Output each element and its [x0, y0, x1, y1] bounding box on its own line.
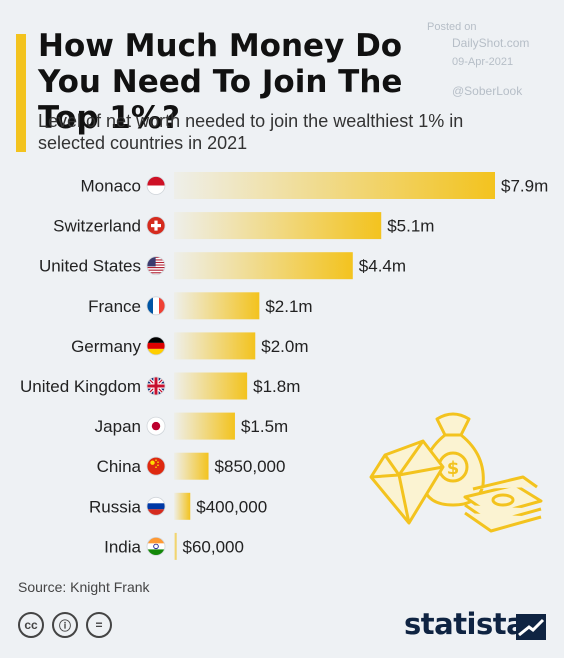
value-label: $2.1m — [265, 297, 312, 316]
page-title: How Much Money Do You Need To Join The T… — [38, 28, 403, 136]
watermark-handle: @SoberLook — [452, 84, 523, 98]
money-bag-icon: $ — [421, 412, 485, 507]
monaco-flag-icon — [146, 176, 166, 195]
watermark-site: DailyShot.com — [452, 36, 530, 50]
bar-china — [174, 452, 209, 480]
country-label: France — [88, 297, 141, 316]
page-subtitle: Level of net worth needed to join the we… — [38, 111, 464, 153]
uk-flag-icon — [146, 376, 166, 396]
country-label: Germany — [71, 337, 141, 356]
france-flag-icon — [146, 296, 166, 316]
country-label: United Kingdom — [20, 377, 141, 396]
value-label: $2.0m — [261, 337, 308, 356]
country-label: China — [97, 457, 142, 476]
country-label: Monaco — [81, 177, 141, 196]
diamond-icon — [369, 439, 445, 525]
value-label: $1.5m — [241, 417, 288, 436]
wealth-illustration: $ — [369, 412, 543, 533]
bar-chart: Monaco $7.9m Switzerland $5.1m United States… — [20, 172, 548, 560]
bar-japan — [174, 412, 235, 440]
germany-flag-icon — [146, 336, 166, 356]
bar-russia — [174, 492, 191, 520]
country-label: Russia — [89, 497, 142, 516]
bar-germany — [174, 332, 256, 360]
value-label: $60,000 — [183, 537, 244, 556]
bar-united-kingdom — [174, 372, 248, 400]
us-flag-icon — [146, 256, 166, 276]
india-flag-icon — [146, 537, 166, 556]
country-label: United States — [39, 257, 141, 276]
switzerland-flag-icon — [146, 216, 166, 236]
value-label: $5.1m — [387, 217, 434, 236]
russia-flag-icon — [146, 496, 166, 516]
value-label: $4.4m — [359, 257, 406, 276]
source-note: Source: Knight Frank — [18, 579, 150, 595]
bar-monaco — [174, 172, 495, 199]
bar-united-states — [174, 252, 353, 280]
svg-text:$: $ — [447, 458, 460, 479]
bar-france — [174, 292, 260, 320]
country-label: India — [104, 537, 141, 556]
bar-india — [174, 532, 177, 560]
creative-commons-icon: cc — [18, 612, 44, 638]
country-label: Japan — [95, 417, 141, 436]
statista-logo: statista — [404, 607, 526, 641]
no-derivatives-icon: = — [86, 612, 112, 638]
value-label: $7.9m — [501, 177, 548, 196]
attribution-icon: ⓘ — [52, 612, 78, 638]
cash-stack-icon — [463, 475, 543, 533]
value-label: $400,000 — [196, 497, 267, 516]
statista-logo-mark — [516, 614, 546, 640]
bar-switzerland — [174, 212, 382, 240]
china-flag-icon — [146, 456, 166, 476]
japan-flag-icon — [146, 416, 166, 436]
watermark-posted: Posted on — [427, 21, 477, 33]
watermark-date: 09-Apr-2021 — [452, 56, 514, 68]
country-label: Switzerland — [53, 217, 141, 236]
value-label: $850,000 — [215, 457, 286, 476]
value-label: $1.8m — [253, 377, 300, 396]
license-icons: cc ⓘ = — [18, 612, 112, 638]
title-accent-bar — [16, 34, 26, 152]
